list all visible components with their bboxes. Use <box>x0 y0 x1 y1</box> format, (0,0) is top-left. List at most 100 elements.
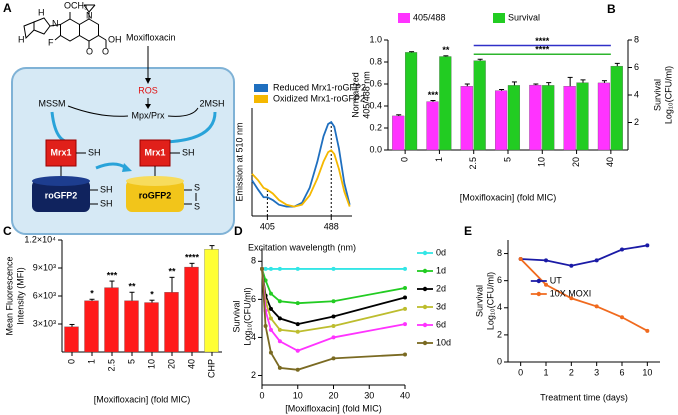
annotation: **** <box>535 36 550 46</box>
structure-label: OCH₃ <box>64 0 88 10</box>
y-tick-label: 8 <box>251 256 256 266</box>
x-tick-label: 10 <box>642 367 652 377</box>
x-tick-label: 30 <box>364 390 374 400</box>
x-axis-label: [Moxifloxacin] (fold MIC) <box>285 403 382 413</box>
y-tick-label: 4 <box>497 302 502 312</box>
y-tick-label: 1.2×10⁴ <box>24 234 56 244</box>
y-tick-label: 6 <box>497 275 502 285</box>
legend-swatch <box>422 340 428 346</box>
x-tick-label: 5 <box>126 359 136 364</box>
structure-label: OH <box>108 34 122 44</box>
legend-swatch <box>398 13 410 23</box>
y2-tick-label: 8 <box>634 34 639 44</box>
x-tick-label: 5 <box>502 157 512 162</box>
y-axis-label: Log₁₀(CFU/ml) <box>242 287 252 345</box>
line <box>261 268 406 326</box>
panel-label: E <box>464 224 472 238</box>
y-tick-label: 0.6 <box>369 78 382 88</box>
x-axis-label: [Moxifloxacin] (fold MIC) <box>94 394 191 404</box>
sensor <box>32 180 90 212</box>
bar <box>104 287 119 353</box>
bar <box>164 292 179 353</box>
bar <box>64 326 79 353</box>
legend-label: UT <box>550 275 562 285</box>
bar <box>144 302 159 353</box>
x-tick-label: 2 <box>569 367 574 377</box>
bar <box>426 101 439 151</box>
legend-label: Reduced Mrx1-roGFP2 <box>273 82 366 92</box>
enzyme-name: Mrx1 <box>144 147 165 157</box>
line <box>251 120 351 208</box>
legend-label: 0d <box>436 247 446 257</box>
x-tick-label: 20 <box>328 390 338 400</box>
legend-swatch <box>536 278 541 284</box>
bar <box>563 86 576 151</box>
annotation: **** <box>185 253 200 263</box>
enzyme-label: Mpx/Prx <box>131 110 165 120</box>
legend-label: 3d <box>436 301 446 311</box>
legend-label: 10d <box>436 337 451 347</box>
sensor-top <box>126 176 184 186</box>
y-tick-label: 0 <box>497 356 502 366</box>
arrow <box>67 105 199 117</box>
legend-swatch <box>422 268 428 274</box>
y-axis-label: Survival <box>652 79 662 111</box>
y2-tick-label: 6 <box>634 62 639 72</box>
arrowhead <box>145 104 151 109</box>
sensor-name: roGFP2 <box>45 190 78 200</box>
ros-label: ROS <box>138 85 158 95</box>
structure-label: N <box>86 10 93 20</box>
y-tick-label: 1.0 <box>369 34 382 44</box>
x-tick-label: 0 <box>259 390 264 400</box>
y-axis-label: Mean Fluorescence <box>4 256 14 335</box>
x-tick-label: 1 <box>86 359 96 364</box>
line <box>251 149 351 208</box>
thiol: S <box>194 182 200 192</box>
y-tick-label: 9×10³ <box>33 262 56 272</box>
x-tick-label: 0 <box>518 367 523 377</box>
bar <box>542 85 555 151</box>
legend-swatch <box>254 84 268 92</box>
legend-swatch <box>493 13 505 23</box>
bar <box>494 90 508 151</box>
y-axis-label: Emission at 510 nm <box>234 122 244 201</box>
bar <box>184 266 199 353</box>
x-tick-label: 40 <box>605 157 615 167</box>
bar <box>124 300 139 353</box>
legend-swatch <box>422 304 428 310</box>
annotation: ** <box>168 267 176 277</box>
legend-swatch <box>422 286 428 292</box>
bar <box>610 65 623 151</box>
x-tick-label: 1 <box>543 367 548 377</box>
bar <box>460 86 473 151</box>
y2-tick-label: 2 <box>634 117 639 127</box>
structure <box>23 4 107 48</box>
x-axis-label: Treatment time (days) <box>540 392 628 402</box>
x-tick-label: 10 <box>537 157 547 167</box>
x-tick-label: 405 <box>260 221 275 231</box>
sensor <box>126 180 184 212</box>
structure-label: H <box>38 7 45 17</box>
legend-label: 6d <box>436 319 446 329</box>
y-axis-label: Log₁₀(CFU/ml) <box>663 66 673 124</box>
legend-swatch <box>422 250 428 256</box>
legend-swatch <box>536 291 541 297</box>
annotation: ** <box>442 45 450 55</box>
x-tick-label: 2.5 <box>468 157 478 170</box>
legend-label: 405/488 <box>413 12 446 22</box>
thiol: SH <box>182 147 195 157</box>
panel-label: A <box>3 1 12 15</box>
thiol: SH <box>100 198 113 208</box>
annotation: *** <box>428 90 439 100</box>
y-tick-label: 6×10³ <box>33 290 56 300</box>
bar <box>597 82 611 151</box>
line <box>261 268 406 371</box>
x-tick-label: 0 <box>400 157 410 162</box>
y-axis-label: Normalized <box>350 72 360 118</box>
annotation: * <box>150 290 154 300</box>
y-tick-label: 4 <box>251 332 256 342</box>
y-tick-label: 2 <box>497 329 502 339</box>
y-tick-label: 2 <box>251 370 256 380</box>
x-tick-label: 40 <box>400 390 410 400</box>
